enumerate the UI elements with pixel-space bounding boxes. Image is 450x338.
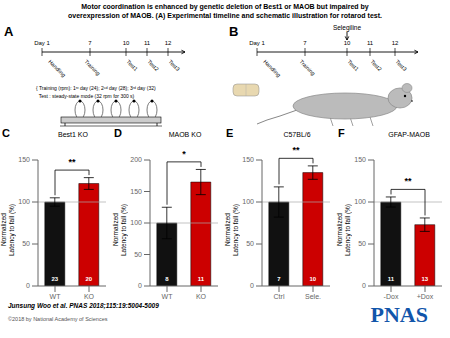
svg-text:Selegiline: Selegiline xyxy=(333,24,362,32)
html-text:Normalized Latency to fall (%): Normalized Latency to fall (%) xyxy=(112,204,127,256)
svg-text:Test1: Test1 xyxy=(346,58,360,72)
svg-text:KO: KO xyxy=(84,293,95,300)
svg-text:7: 7 xyxy=(277,276,281,282)
svg-text:Test2: Test2 xyxy=(369,58,383,72)
svg-text:KO: KO xyxy=(196,293,207,300)
svg-text:Sele.: Sele. xyxy=(305,293,321,300)
svg-text:23: 23 xyxy=(51,276,58,282)
svg-text:Handling: Handling xyxy=(262,58,282,78)
svg-text:150: 150 xyxy=(354,156,366,163)
svg-text:200: 200 xyxy=(130,156,142,163)
svg-text:100: 100 xyxy=(242,198,254,205)
svg-text:10: 10 xyxy=(123,40,130,46)
html-text:GFAP-MAOB: GFAP-MAOB xyxy=(388,131,430,138)
svg-text:10: 10 xyxy=(309,276,316,282)
html-text:Normalized Latency to fall (%): Normalized Latency to fall (%) xyxy=(224,204,239,256)
html-text:Junsung Woo et al. PNAS 2018;1: Junsung Woo et al. PNAS 2018;115:19:5004… xyxy=(8,302,159,309)
svg-text:{ Training (rpm): 1ˢᵗ day (24): { Training (rpm): 1ˢᵗ day (24); 2ⁿᵈ day … xyxy=(36,85,156,91)
svg-text:Test2: Test2 xyxy=(146,58,160,72)
svg-text:*: * xyxy=(182,149,186,159)
svg-text:10: 10 xyxy=(344,40,351,46)
svg-text:100: 100 xyxy=(354,198,366,205)
svg-text:Training: Training xyxy=(298,58,316,76)
svg-text:11: 11 xyxy=(144,40,151,46)
svg-text:0: 0 xyxy=(26,282,30,289)
svg-text:-Dox: -Dox xyxy=(384,293,399,300)
html-text:PNAS: PNAS xyxy=(370,302,428,327)
html-text:F: F xyxy=(338,127,345,139)
svg-text:B: B xyxy=(229,24,238,39)
svg-text:11: 11 xyxy=(367,40,374,46)
svg-text:Test3: Test3 xyxy=(167,58,181,72)
svg-text:Training: Training xyxy=(83,58,101,76)
html-text:Normalized Latency to fall (%): Normalized Latency to fall (%) xyxy=(336,204,351,256)
html-text:C: C xyxy=(2,127,10,139)
svg-text:8: 8 xyxy=(165,276,169,282)
html-text:D: D xyxy=(114,127,122,139)
svg-text:**: ** xyxy=(292,145,300,155)
svg-text:100: 100 xyxy=(18,198,30,205)
svg-text:12: 12 xyxy=(165,40,172,46)
svg-text:Day 1: Day 1 xyxy=(249,40,265,46)
svg-text:Test : steady-state mode (32 r: Test : steady-state mode (32 rpm for 300… xyxy=(36,93,135,99)
svg-text:**: ** xyxy=(68,157,76,167)
svg-text:50: 50 xyxy=(22,240,30,247)
svg-text:7: 7 xyxy=(88,40,92,46)
svg-text:13: 13 xyxy=(421,276,428,282)
svg-text:150: 150 xyxy=(18,156,30,163)
svg-text:150: 150 xyxy=(242,156,254,163)
svg-text:A: A xyxy=(8,24,14,39)
svg-text:100: 100 xyxy=(130,219,142,226)
svg-text:Test3: Test3 xyxy=(394,58,408,72)
svg-text:0: 0 xyxy=(362,282,366,289)
html-text:MAOB KO: MAOB KO xyxy=(168,131,202,138)
svg-text:Ctrl: Ctrl xyxy=(274,293,285,300)
svg-text:50: 50 xyxy=(134,251,142,258)
html-text:©2018 by National Academy of S: ©2018 by National Academy of Sciences xyxy=(8,316,108,322)
svg-text:Handling: Handling xyxy=(47,58,67,78)
svg-text:20: 20 xyxy=(85,276,92,282)
html-text:C57BL/6: C57BL/6 xyxy=(283,131,311,138)
svg-text:WT: WT xyxy=(50,293,62,300)
svg-text:0: 0 xyxy=(250,282,254,289)
svg-text:50: 50 xyxy=(358,240,366,247)
svg-text:12: 12 xyxy=(392,40,399,46)
svg-text:11: 11 xyxy=(198,276,205,282)
svg-text:0: 0 xyxy=(138,282,142,289)
svg-text:WT: WT xyxy=(162,293,174,300)
html-text:Best1 KO: Best1 KO xyxy=(58,131,88,138)
svg-text:Day 1: Day 1 xyxy=(34,40,50,46)
svg-text:50: 50 xyxy=(246,240,254,247)
svg-text:**: ** xyxy=(404,176,412,186)
html-text:Motor coordination is enhanced: Motor coordination is enhanced by geneti… xyxy=(68,3,382,19)
svg-text:Test1: Test1 xyxy=(125,58,139,72)
svg-text:7: 7 xyxy=(303,40,307,46)
html-text:E: E xyxy=(226,127,234,139)
svg-text:150: 150 xyxy=(130,188,142,195)
svg-text:+Dox: +Dox xyxy=(417,293,434,300)
svg-text:11: 11 xyxy=(388,276,395,282)
html-text:Normalized Latency to fall (%): Normalized Latency to fall (%) xyxy=(0,204,15,256)
